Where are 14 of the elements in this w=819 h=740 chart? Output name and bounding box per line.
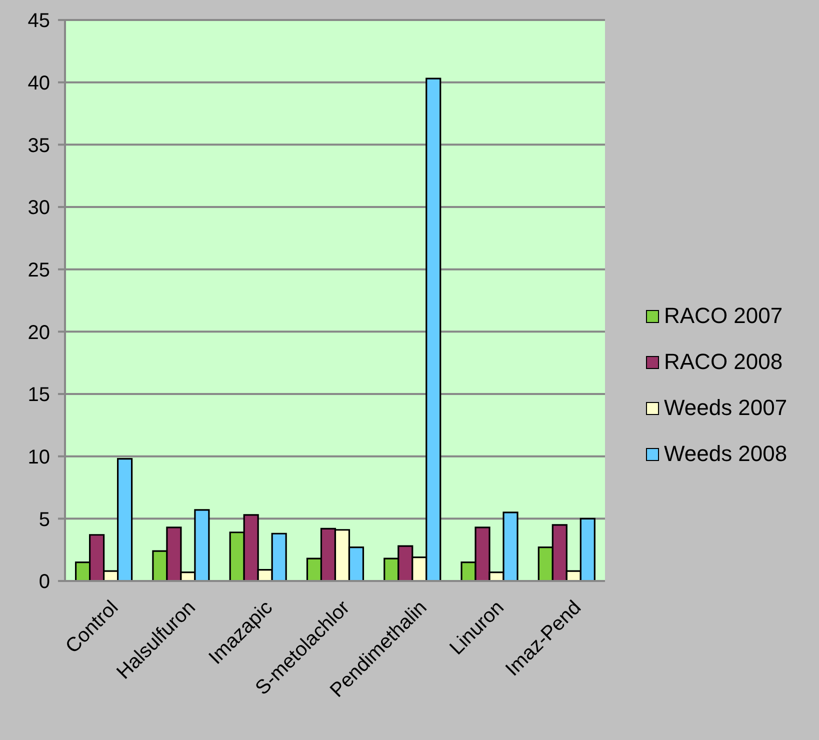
y-tick-label: 5 xyxy=(38,508,50,531)
y-tick-label: 0 xyxy=(38,571,50,594)
legend-label: Weeds 2008 xyxy=(664,441,788,467)
legend-label: RACO 2008 xyxy=(664,349,783,375)
y-tick-label: 45 xyxy=(28,10,50,32)
y-tick-label: 30 xyxy=(28,197,50,220)
y-tick-label: 25 xyxy=(28,259,50,282)
y-tick-label: 40 xyxy=(28,72,50,94)
y-tick-label: 15 xyxy=(28,384,50,406)
legend-label: RACO 2007 xyxy=(664,303,783,329)
y-tick-label: 35 xyxy=(28,134,50,157)
y-tick-label: 20 xyxy=(28,322,50,344)
legend-label: Weeds 2007 xyxy=(664,395,788,421)
y-tick-label: 10 xyxy=(28,446,50,468)
